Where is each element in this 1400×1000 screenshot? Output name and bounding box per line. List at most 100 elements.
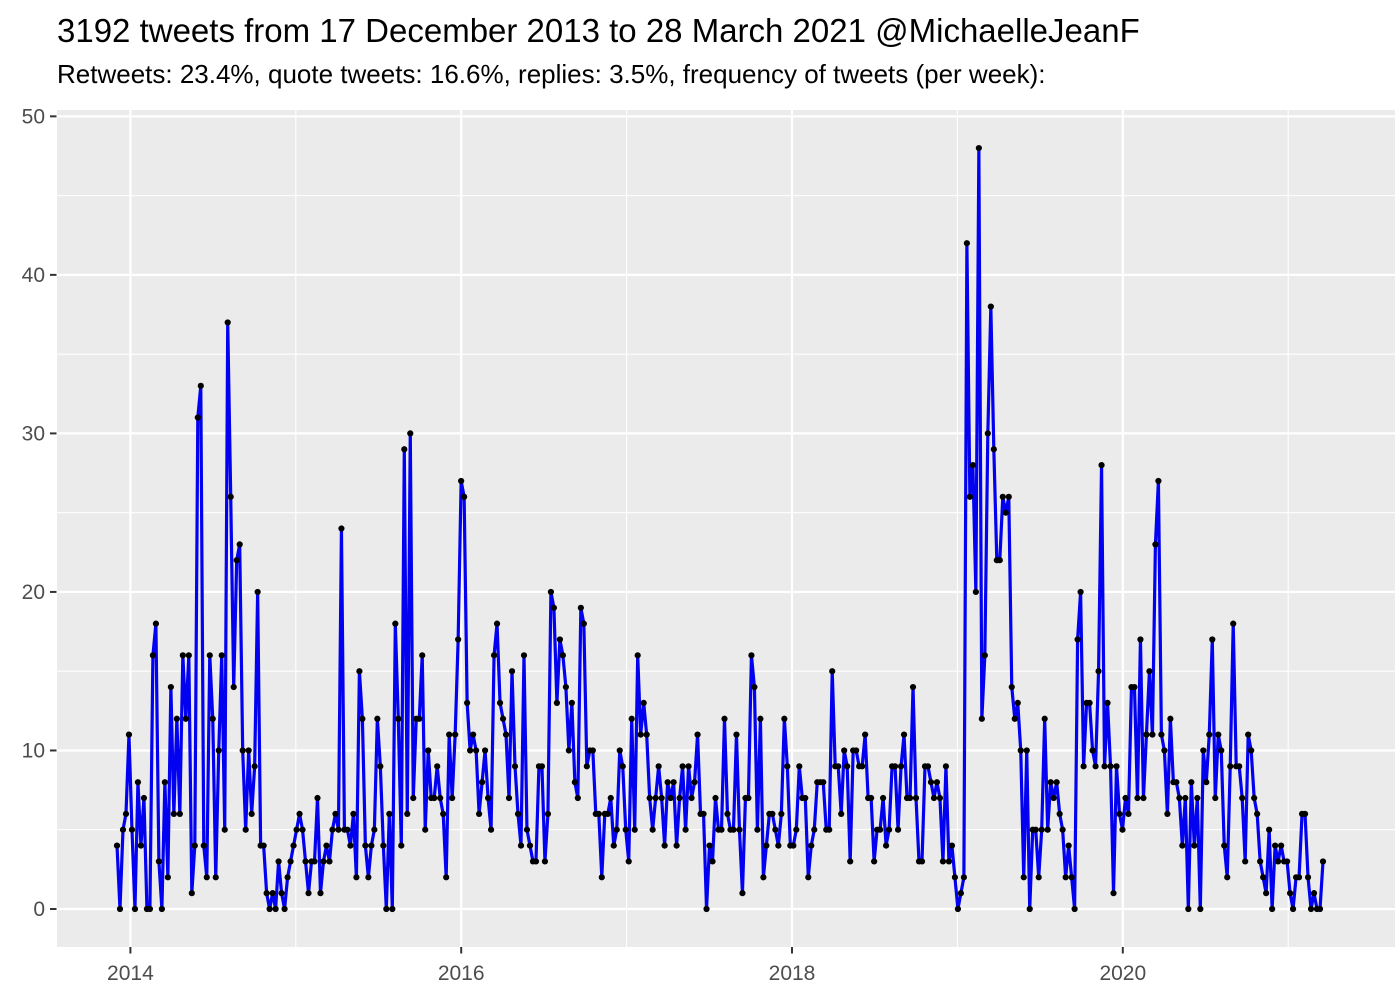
data-point (841, 747, 848, 754)
data-point (954, 905, 962, 913)
data-point (541, 858, 549, 865)
data-point (730, 826, 737, 833)
data-point (607, 794, 614, 802)
data-point (996, 557, 1003, 564)
data-point (790, 842, 797, 849)
data-point (437, 794, 444, 802)
data-point (844, 763, 851, 770)
data-point (1065, 842, 1072, 849)
data-point (146, 905, 154, 913)
data-point (763, 842, 770, 849)
data-point (116, 905, 124, 913)
data-point (119, 826, 127, 833)
data-point (1119, 826, 1126, 833)
data-point (1038, 826, 1045, 833)
data-point (487, 826, 495, 833)
data-point (395, 715, 402, 722)
data-point (625, 858, 632, 865)
data-point (215, 747, 222, 754)
data-point (221, 826, 228, 833)
data-point (882, 842, 890, 849)
data-point (227, 493, 234, 500)
data-point (449, 794, 456, 802)
data-point (446, 731, 453, 738)
data-point (634, 652, 641, 659)
data-point (598, 874, 605, 881)
data-point (1131, 683, 1138, 691)
data-point (1050, 794, 1057, 802)
data-point (640, 699, 647, 707)
data-point (1316, 905, 1324, 913)
data-point (571, 779, 578, 786)
data-point (805, 874, 812, 881)
data-point (613, 826, 620, 833)
data-point (275, 858, 282, 865)
data-point (386, 810, 393, 817)
data-point (1272, 842, 1279, 849)
data-point (724, 810, 731, 817)
data-point (1286, 890, 1294, 897)
data-point (969, 462, 976, 469)
data-point (1104, 699, 1111, 707)
data-point (951, 874, 959, 881)
data-point (1032, 826, 1039, 833)
data-point (1143, 731, 1150, 738)
data-point (251, 763, 258, 770)
data-point (942, 763, 950, 770)
data-point (562, 683, 569, 691)
y-tick-label: 10 (22, 739, 45, 762)
data-point (290, 842, 297, 849)
data-point (532, 858, 540, 865)
data-point (140, 794, 148, 802)
data-point (401, 446, 408, 453)
data-point (1014, 699, 1021, 707)
data-point (1215, 731, 1222, 738)
data-point (526, 842, 534, 849)
data-point (1080, 763, 1087, 770)
data-point (757, 715, 764, 722)
data-point (452, 731, 459, 738)
data-point (933, 779, 941, 786)
data-point (1098, 462, 1105, 469)
data-point (1020, 874, 1027, 881)
data-point (616, 747, 623, 754)
data-point (517, 842, 525, 849)
data-point (461, 493, 468, 500)
data-point (670, 779, 677, 786)
data-point (173, 715, 180, 722)
data-point (718, 826, 725, 833)
data-point (1167, 715, 1174, 722)
data-point (1221, 842, 1228, 849)
data-point (793, 826, 800, 833)
data-point (891, 763, 899, 770)
data-point (296, 810, 303, 817)
data-point (317, 890, 324, 897)
data-point (1179, 842, 1186, 849)
data-point (149, 652, 157, 659)
data-point (1008, 683, 1015, 691)
data-point (754, 826, 761, 833)
data-point (978, 715, 985, 722)
data-point (511, 763, 519, 770)
data-point (703, 905, 710, 913)
data-point (778, 810, 785, 817)
data-point (1203, 779, 1210, 786)
data-point (377, 763, 384, 770)
data-point (502, 731, 510, 738)
data-point (906, 794, 914, 802)
data-point (1230, 620, 1237, 627)
data-point (709, 858, 716, 865)
data-point (1263, 890, 1270, 897)
data-point (431, 794, 438, 802)
data-point (281, 905, 288, 913)
data-point (565, 747, 572, 754)
data-point (1011, 715, 1018, 722)
data-point (299, 826, 306, 833)
data-point (649, 826, 656, 833)
data-point (619, 763, 626, 770)
data-point (781, 715, 788, 722)
data-point (580, 620, 587, 627)
data-point (960, 874, 967, 881)
data-point (877, 826, 884, 833)
